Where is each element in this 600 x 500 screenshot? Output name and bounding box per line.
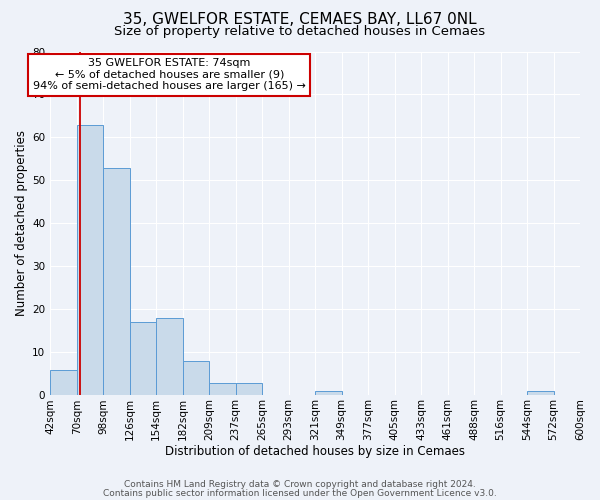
Bar xyxy=(156,318,182,396)
Bar xyxy=(50,370,77,396)
Bar xyxy=(130,322,156,396)
Text: Contains public sector information licensed under the Open Government Licence v3: Contains public sector information licen… xyxy=(103,488,497,498)
Bar xyxy=(315,391,341,396)
Bar xyxy=(103,168,130,396)
Bar xyxy=(527,391,554,396)
Text: Size of property relative to detached houses in Cemaes: Size of property relative to detached ho… xyxy=(115,25,485,38)
Bar xyxy=(209,382,236,396)
Text: 35, GWELFOR ESTATE, CEMAES BAY, LL67 0NL: 35, GWELFOR ESTATE, CEMAES BAY, LL67 0NL xyxy=(123,12,477,28)
Bar xyxy=(236,382,262,396)
Bar xyxy=(77,124,103,396)
Text: 35 GWELFOR ESTATE: 74sqm
← 5% of detached houses are smaller (9)
94% of semi-det: 35 GWELFOR ESTATE: 74sqm ← 5% of detache… xyxy=(33,58,306,91)
Y-axis label: Number of detached properties: Number of detached properties xyxy=(15,130,28,316)
Text: Contains HM Land Registry data © Crown copyright and database right 2024.: Contains HM Land Registry data © Crown c… xyxy=(124,480,476,489)
X-axis label: Distribution of detached houses by size in Cemaes: Distribution of detached houses by size … xyxy=(165,444,465,458)
Bar xyxy=(182,361,209,396)
